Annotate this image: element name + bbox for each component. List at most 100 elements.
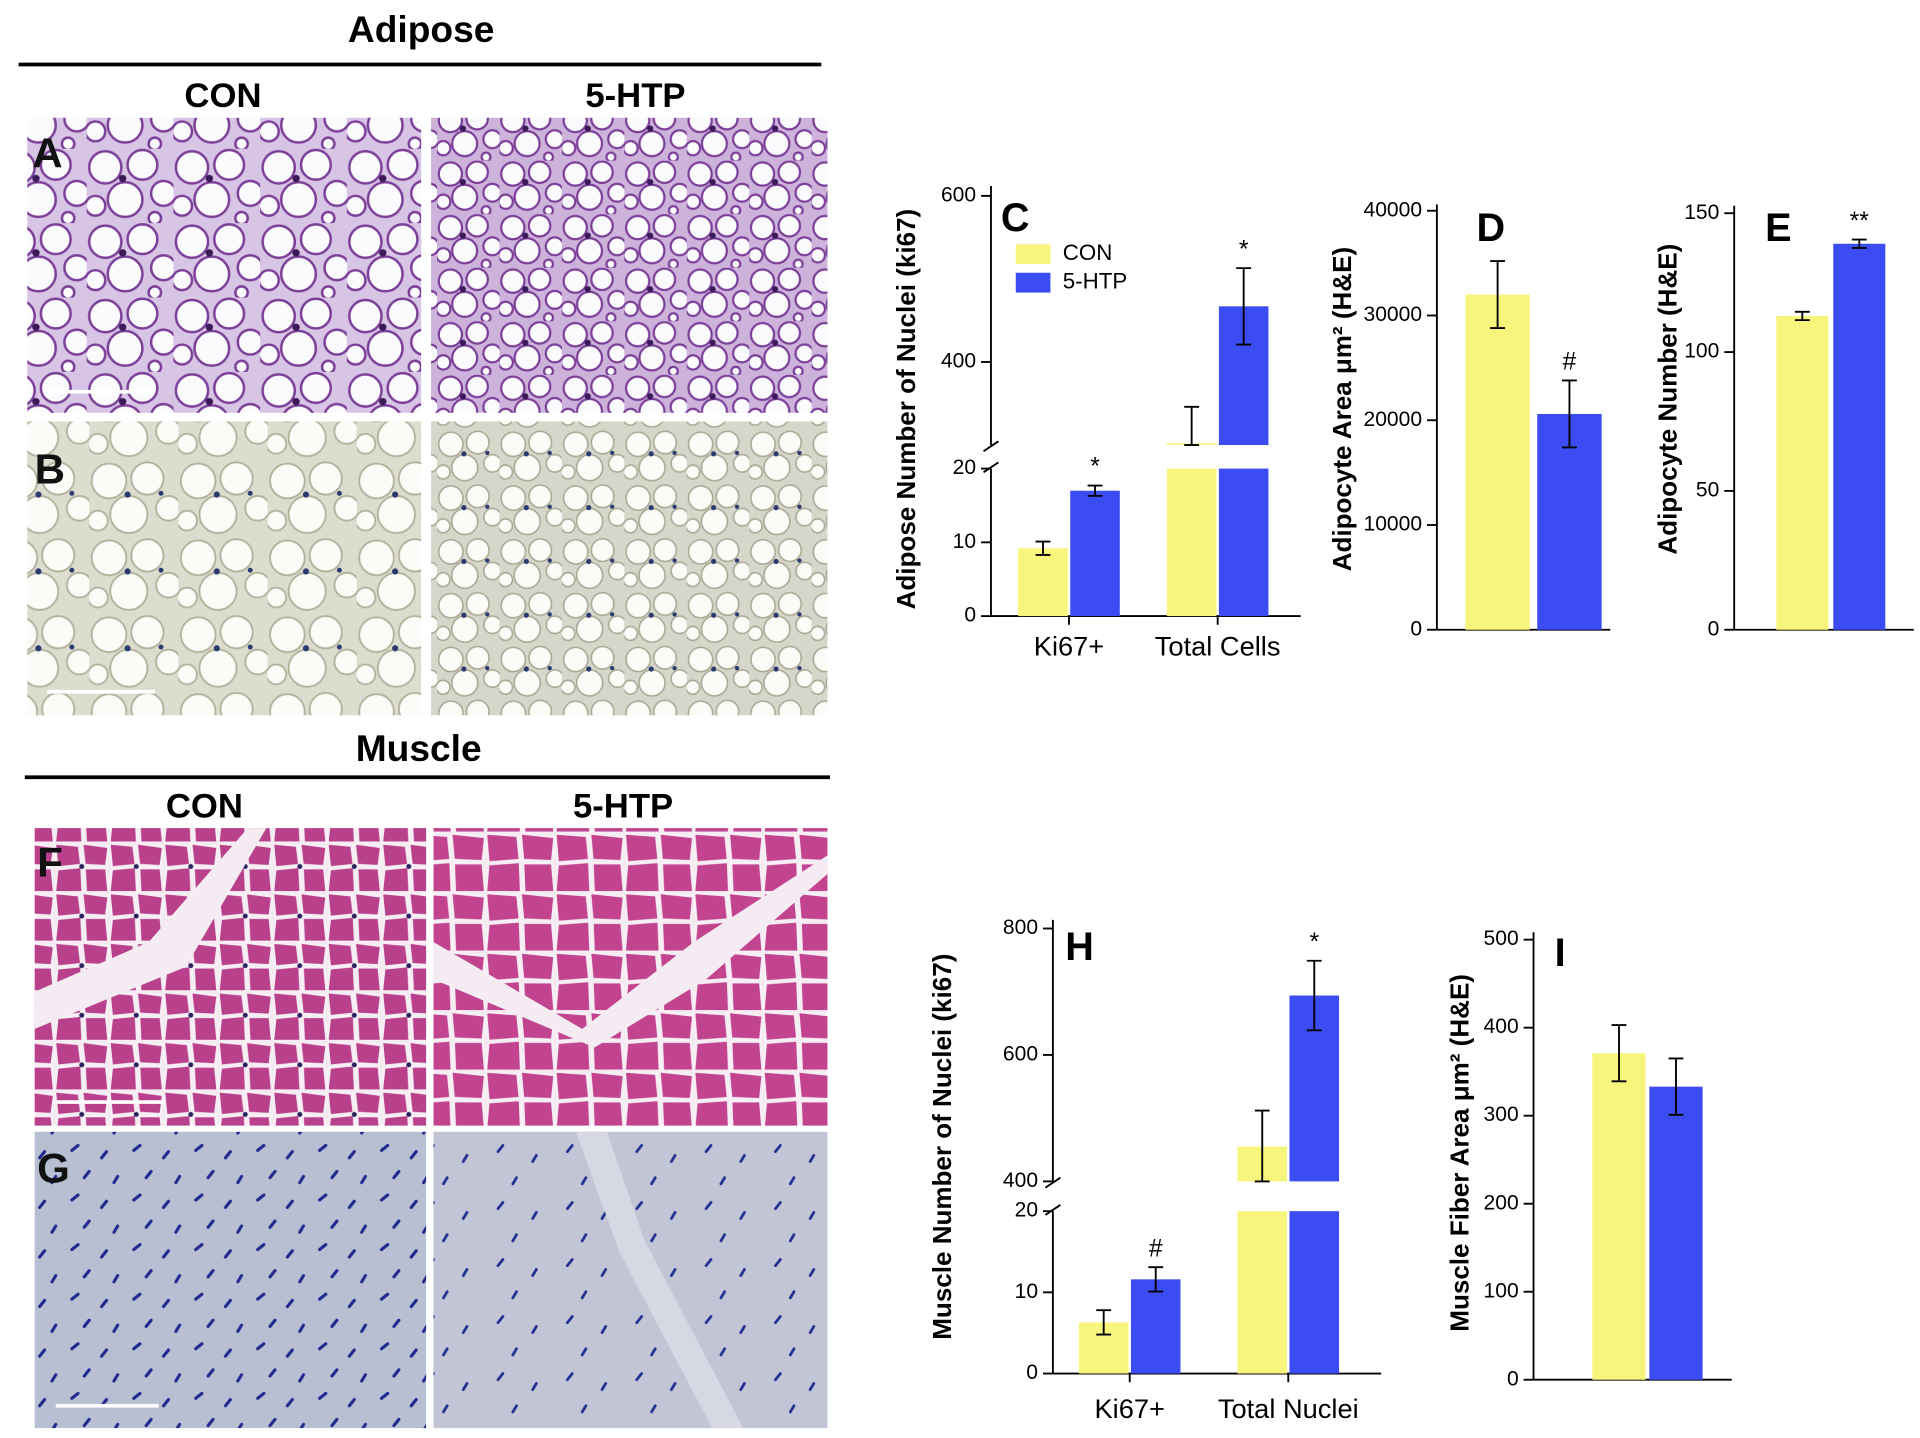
y-tick-label: 200 (1484, 1191, 1519, 1214)
x-tick-label: Total Nuclei (1218, 1393, 1359, 1424)
axis-break (1044, 1204, 1061, 1216)
x-tick-label: Total Cells (1155, 631, 1281, 662)
axis-break (983, 461, 999, 474)
y-axis-label: Muscle Number of Nuclei (ki67) (927, 954, 957, 1340)
significance-label: * (1309, 929, 1319, 956)
y-axis-label: Muscle Fiber Area μm² (H&E) (1445, 974, 1475, 1332)
column-label: CON (184, 77, 261, 115)
bar (1237, 1211, 1288, 1374)
error-bar (1562, 379, 1577, 449)
y-tick-label: 100 (1684, 340, 1719, 363)
micrograph (27, 421, 422, 716)
panel-letter: C (1001, 196, 1030, 240)
micrograph (431, 117, 828, 413)
error-bar (1794, 310, 1810, 322)
section-title: Muscle (356, 727, 482, 769)
significance-label: * (1239, 236, 1249, 263)
y-tick-label: 0 (1507, 1367, 1519, 1390)
y-tick-label: 0 (1708, 617, 1720, 640)
axis-break (983, 440, 999, 453)
y-axis-label: Adipocyte Number (H&E) (1653, 244, 1683, 555)
micrograph (431, 421, 828, 716)
bar (1649, 1086, 1703, 1380)
y-tick-label: 50 (1696, 478, 1719, 501)
y-tick-label: 150 (1684, 201, 1719, 224)
tissue-streak (576, 1131, 744, 1429)
y-tick-label: 300 (1484, 1103, 1519, 1126)
error-bar (1087, 484, 1103, 497)
y-tick-label: 0 (1026, 1361, 1038, 1384)
legend-label: 5-HTP (1063, 269, 1127, 294)
x-tick-label: Ki67+ (1094, 1393, 1164, 1424)
error-bar (1184, 405, 1200, 446)
y-tick-label: 400 (1003, 1169, 1038, 1192)
y-tick-label: 20 (1015, 1199, 1038, 1222)
error-bar (1148, 1266, 1164, 1293)
bar (1130, 1279, 1181, 1374)
micrograph (34, 1131, 427, 1429)
panel-letter: B (35, 445, 65, 492)
legend-swatch (1015, 272, 1051, 293)
panel-letter: E (1765, 206, 1791, 250)
y-tick-label: 800 (1003, 916, 1038, 939)
error-bar (1096, 1309, 1112, 1336)
error-bar (1254, 1109, 1270, 1183)
micrograph (27, 117, 422, 413)
y-tick-label: 0 (1410, 617, 1422, 640)
column-label: 5-HTP (573, 787, 673, 825)
legend-swatch (1015, 244, 1051, 265)
y-tick-label: 100 (1484, 1279, 1519, 1302)
x-tick-label: Ki67+ (1034, 631, 1104, 662)
tissue-streak (34, 828, 267, 1029)
y-tick-label: 600 (941, 183, 976, 206)
error-bar (1490, 260, 1506, 329)
y-tick-label: 10 (1015, 1280, 1038, 1303)
y-axis-label: Adipose Number of Nuclei (ki67) (891, 209, 921, 610)
panel-letter: I (1555, 931, 1566, 975)
error-bar (1236, 267, 1252, 346)
y-tick-label: 400 (1484, 1015, 1519, 1038)
y-tick-label: 30000 (1364, 303, 1423, 326)
section-title: Adipose (348, 8, 495, 50)
bar (1537, 413, 1602, 630)
significance-label: # (1563, 349, 1577, 376)
bar (1166, 468, 1217, 617)
tissue-streak (433, 855, 828, 1048)
panel-letter: F (37, 838, 63, 885)
error-bar (1306, 959, 1322, 1032)
bar (1070, 490, 1120, 617)
significance-label: * (1090, 454, 1100, 481)
error-bar (1668, 1057, 1684, 1116)
micrograph (433, 1131, 828, 1429)
significance-label: # (1149, 1235, 1163, 1262)
y-tick-label: 400 (941, 350, 976, 373)
y-axis-label: Adipocyte Area μm² (H&E) (1327, 247, 1357, 571)
bar (1592, 1053, 1646, 1380)
error-bar (1611, 1024, 1627, 1083)
y-tick-label: 40000 (1364, 198, 1423, 221)
bar (1018, 548, 1068, 617)
column-label: CON (166, 787, 243, 825)
y-tick-label: 10000 (1364, 513, 1423, 536)
panel-letter: H (1065, 925, 1094, 969)
y-tick-label: 0 (964, 604, 976, 627)
panel-letter: D (1477, 206, 1506, 250)
bar (1776, 315, 1829, 630)
panel-letter: A (32, 129, 62, 176)
error-bar (1851, 238, 1867, 249)
y-tick-label: 20000 (1364, 408, 1423, 431)
axis-break (1044, 1176, 1061, 1189)
y-tick-label: 20 (953, 456, 976, 479)
column-label: 5-HTP (585, 77, 685, 115)
y-tick-label: 600 (1003, 1043, 1038, 1066)
legend-label: CON (1063, 240, 1113, 265)
panel-letter: G (37, 1145, 70, 1192)
bar (1465, 294, 1530, 630)
significance-label: ** (1850, 208, 1870, 235)
error-bar (1035, 540, 1051, 556)
bar (1289, 1211, 1340, 1374)
bar (1833, 243, 1886, 630)
y-tick-label: 10 (953, 530, 976, 553)
